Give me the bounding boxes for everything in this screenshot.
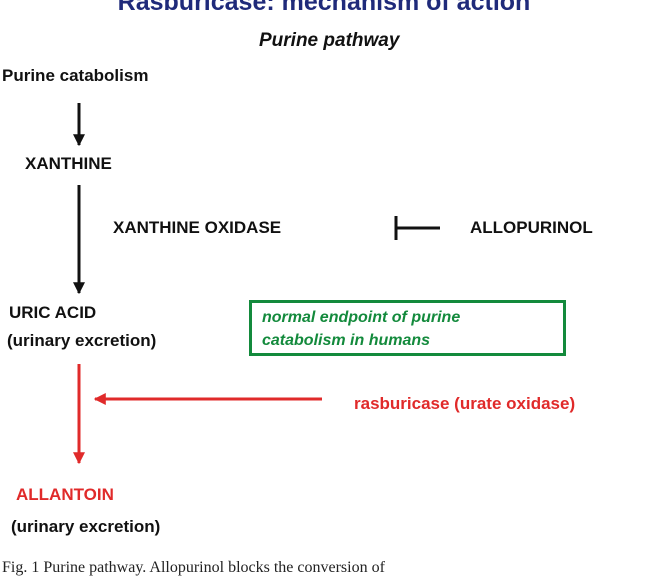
node-purine-catabolism: Purine catabolism [2, 66, 149, 85]
enzyme-rasburicase: rasburicase (urate oxidase) [354, 394, 576, 413]
inhibitor-allopurinol: ALLOPURINOL [470, 218, 593, 237]
endpoint-note-line-1: normal endpoint of purine [262, 309, 461, 326]
allantoin-excretion-note: (urinary excretion) [11, 517, 161, 536]
node-uric-acid: URIC ACID [9, 303, 97, 322]
endpoint-note-line-2: catabolism in humans [262, 332, 431, 349]
diagram-subtitle: Purine pathway [259, 30, 400, 51]
enzyme-xanthine-oxidase: XANTHINE OXIDASE [113, 218, 282, 237]
uric-acid-excretion-note: (urinary excretion) [7, 331, 157, 350]
endpoint-note-box [249, 300, 566, 356]
node-allantoin: ALLANTOIN [16, 485, 114, 504]
figure-caption: Fig. 1 Purine pathway. Allopurinol block… [2, 559, 385, 576]
node-xanthine: XANTHINE [25, 154, 112, 173]
diagram-heading: Rasburicase: mechanism of action [117, 0, 531, 16]
